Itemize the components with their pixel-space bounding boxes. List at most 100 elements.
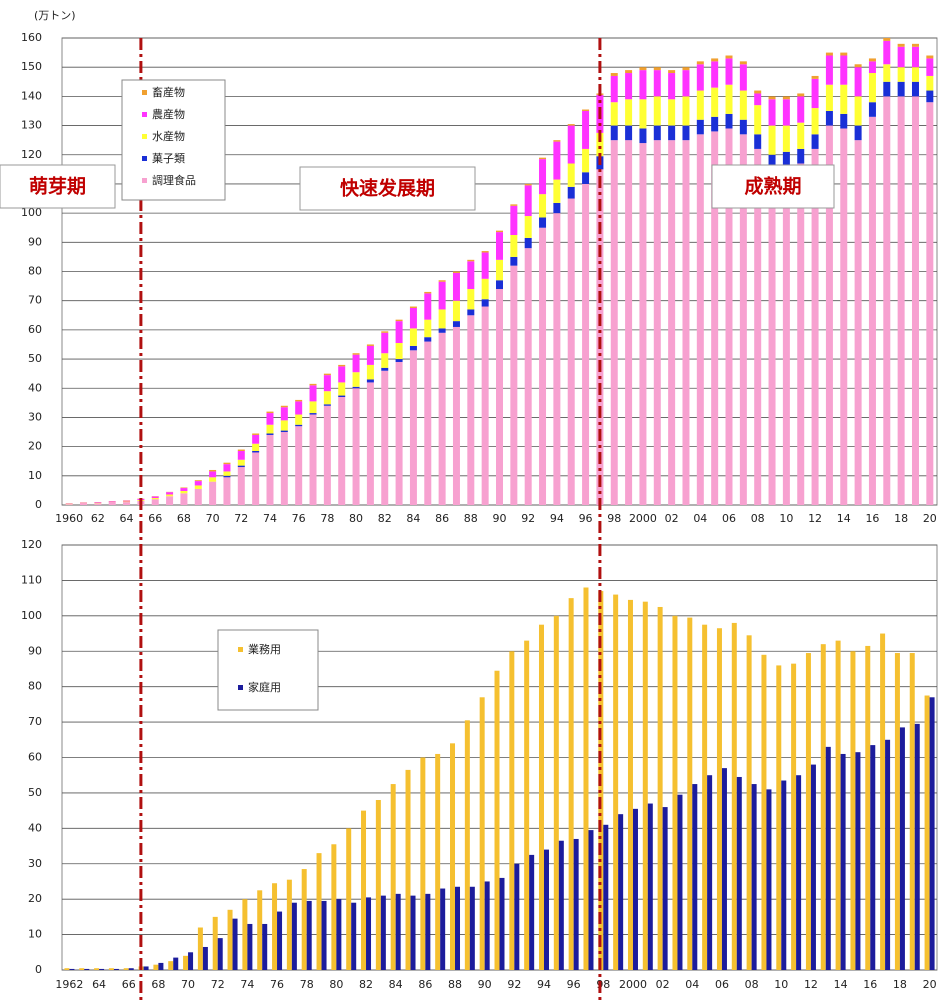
bar-segment xyxy=(166,496,174,505)
bar-segment xyxy=(840,84,848,114)
bar-segment xyxy=(309,414,317,505)
bar-segment xyxy=(668,73,676,100)
bar-segment xyxy=(897,81,905,97)
bar-segment xyxy=(926,102,934,506)
y-tick-label: 120 xyxy=(21,538,42,551)
bar-segment xyxy=(452,326,460,505)
bar-segment xyxy=(381,367,389,371)
legend-swatch xyxy=(142,134,147,139)
bar-segment xyxy=(180,493,188,505)
bar-segment xyxy=(366,344,374,346)
bar-segment xyxy=(481,251,489,253)
bar-segment xyxy=(438,328,446,333)
bar-segment xyxy=(682,96,690,126)
bar-segment xyxy=(280,407,288,421)
x-tick-label: 94 xyxy=(550,512,564,525)
bar xyxy=(499,877,505,970)
bar-segment xyxy=(926,58,934,76)
bar xyxy=(262,923,268,970)
bar-segment xyxy=(911,96,919,505)
legend-label: 業務用 xyxy=(248,642,281,656)
bar xyxy=(880,633,886,970)
x-tick-label: 18 xyxy=(894,512,908,525)
bar-segment xyxy=(151,499,159,505)
bar-segment xyxy=(725,58,733,85)
bar xyxy=(227,909,233,970)
y-tick-label: 110 xyxy=(21,573,42,586)
bar-segment xyxy=(883,38,891,41)
bar-segment xyxy=(883,81,891,97)
bar-segment xyxy=(711,87,719,117)
bar-segment xyxy=(639,128,647,144)
bar-segment xyxy=(409,306,417,308)
bar-segment xyxy=(352,372,360,387)
bar xyxy=(647,803,653,970)
bar xyxy=(885,739,891,970)
bar-segment xyxy=(782,125,790,152)
bar-segment xyxy=(610,125,618,141)
bar-segment xyxy=(754,134,762,149)
bar-segment xyxy=(438,280,446,282)
bar-segment xyxy=(596,132,604,157)
bar-segment xyxy=(825,55,833,85)
bar xyxy=(286,879,292,970)
x-tick-label: 86 xyxy=(418,978,432,991)
bar-segment xyxy=(223,471,231,476)
bar-segment xyxy=(582,148,590,173)
bar-segment xyxy=(295,426,303,505)
bar-segment xyxy=(452,271,460,273)
bar xyxy=(494,670,500,970)
x-tick-label: 62 xyxy=(91,512,105,525)
bar-segment xyxy=(94,503,102,505)
x-tick-label: 04 xyxy=(685,978,699,991)
bar xyxy=(588,830,594,970)
bar-segment xyxy=(653,140,661,505)
bar-segment xyxy=(696,90,704,120)
bar-segment xyxy=(496,232,503,260)
legend-swatch xyxy=(142,112,147,117)
bar-segment xyxy=(80,502,88,504)
bar xyxy=(736,776,742,970)
bar xyxy=(272,883,278,970)
x-tick-label: 10 xyxy=(779,512,793,525)
bar-segment xyxy=(424,293,432,320)
bar-segment xyxy=(639,67,647,71)
bar xyxy=(573,838,579,970)
bar-segment xyxy=(395,361,403,505)
x-tick-label: 96 xyxy=(579,512,593,525)
legend-label: 水産物 xyxy=(152,129,185,143)
x-tick-label: 76 xyxy=(292,512,306,525)
bar xyxy=(687,617,693,970)
bar-segment xyxy=(911,43,919,47)
bar-segment xyxy=(409,350,417,505)
bar-segment xyxy=(610,102,618,126)
bar-segment xyxy=(452,300,460,322)
bar-segment xyxy=(510,204,518,206)
y-tick-label: 130 xyxy=(21,119,42,132)
bar-segment xyxy=(252,433,260,435)
bar-segment xyxy=(323,373,331,376)
y-tick-label: 80 xyxy=(28,680,42,693)
x-tick-label: 76 xyxy=(270,978,284,991)
bar xyxy=(168,961,174,970)
bar xyxy=(766,789,772,970)
bar-segment xyxy=(309,401,317,414)
x-tick-label: 92 xyxy=(507,978,521,991)
bar-segment xyxy=(510,205,518,236)
bar-segment xyxy=(94,502,102,503)
bar-segment xyxy=(108,502,116,505)
x-tick-label: 86 xyxy=(435,512,449,525)
bar-segment xyxy=(223,464,231,472)
y-tick-label: 50 xyxy=(28,352,42,365)
bar-segment xyxy=(725,84,733,114)
bar xyxy=(791,663,797,970)
bar-segment xyxy=(911,67,919,82)
bar-segment xyxy=(166,492,174,495)
bar xyxy=(776,665,782,970)
bar-segment xyxy=(768,125,776,155)
bar-segment xyxy=(352,386,360,389)
bar-segment xyxy=(553,213,561,505)
bar-segment xyxy=(438,332,446,505)
bar-segment xyxy=(166,494,174,497)
